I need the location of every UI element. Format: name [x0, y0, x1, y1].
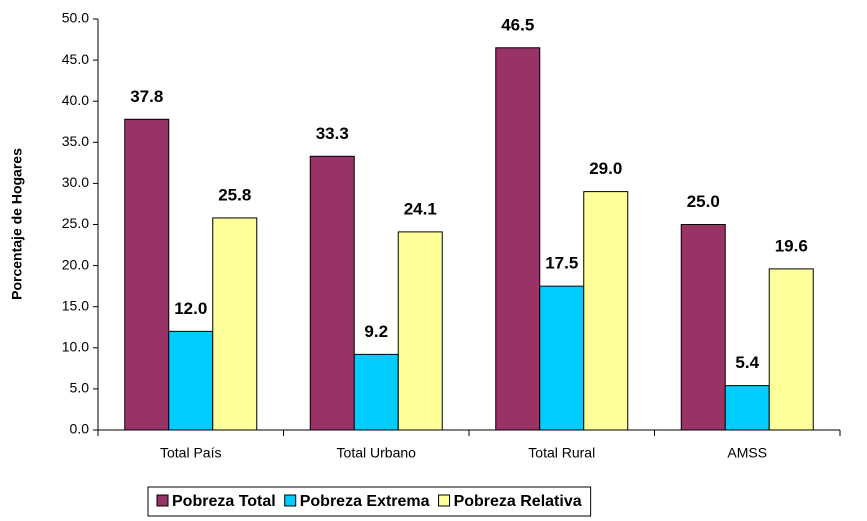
value-label: 9.2 — [364, 322, 388, 341]
bar — [124, 118, 170, 431]
bar — [212, 217, 258, 431]
y-tick-label: 20.0 — [62, 256, 89, 272]
y-tick-label: 45.0 — [62, 51, 89, 67]
value-label: 19.6 — [775, 236, 808, 255]
x-tick-label: Total Urbano — [337, 445, 417, 461]
x-tick-label: Total País — [160, 445, 221, 461]
bar — [539, 285, 585, 431]
legend-swatch — [438, 494, 451, 507]
legend-label: Pobreza Relativa — [454, 493, 582, 510]
bar — [168, 330, 214, 431]
bar — [583, 191, 629, 431]
value-label: 46.5 — [501, 15, 534, 34]
legend-label: Pobreza Total — [172, 493, 276, 510]
legend-label: Pobreza Extrema — [300, 493, 430, 510]
value-label: 12.0 — [174, 299, 207, 318]
value-label: 29.0 — [589, 159, 622, 178]
value-label: 33.3 — [316, 124, 349, 143]
legend-swatch — [156, 494, 169, 507]
legend-box — [147, 486, 592, 517]
bar — [724, 385, 770, 431]
y-tick-label: 40.0 — [62, 92, 89, 108]
value-label: 24.1 — [404, 199, 437, 218]
y-tick-label: 15.0 — [62, 297, 89, 313]
y-tick-label: 10.0 — [62, 339, 89, 355]
value-label: 37.8 — [130, 87, 163, 106]
x-tick-label: Total Rural — [528, 445, 595, 461]
value-label: 5.4 — [735, 353, 759, 372]
y-tick-label: 0.0 — [70, 421, 90, 437]
bar — [495, 47, 541, 431]
legend-swatch — [284, 494, 297, 507]
y-tick-label: 5.0 — [70, 380, 90, 396]
value-label: 25.8 — [218, 185, 251, 204]
value-label: 17.5 — [545, 254, 578, 273]
bar — [397, 231, 443, 431]
y-tick-label: 30.0 — [62, 174, 89, 190]
bar — [768, 268, 814, 431]
bar — [680, 224, 726, 431]
bar — [353, 353, 399, 431]
y-tick-label: 35.0 — [62, 133, 89, 149]
bar — [309, 155, 355, 431]
y-axis-label: Porcentaje de Hogares — [9, 148, 25, 300]
value-label: 25.0 — [687, 192, 720, 211]
x-tick-label: AMSS — [727, 445, 767, 461]
y-tick-label: 50.0 — [62, 10, 89, 26]
y-tick-label: 25.0 — [62, 215, 89, 231]
